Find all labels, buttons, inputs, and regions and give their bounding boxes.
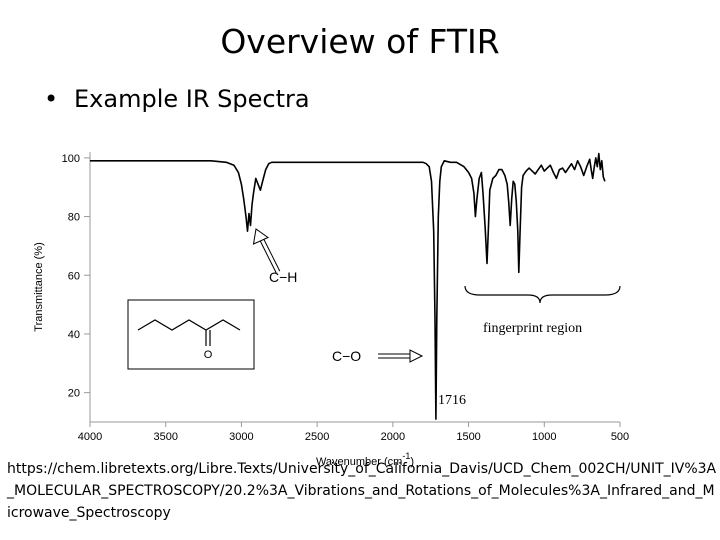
x-tick-label: 2000 (381, 431, 405, 443)
x-tick-label: 500 (611, 431, 629, 443)
x-axis-label-main: Wavenumber (cm (316, 456, 402, 468)
x-axis-label-suffix: ) (410, 456, 414, 468)
y-tick-label: 100 (62, 153, 80, 165)
molecule-skeleton (137, 319, 241, 331)
y-tick-label: 40 (68, 329, 80, 341)
x-axis-label: Wavenumber (cm-1) (316, 451, 414, 468)
slide-title: Overview of FTIR (220, 22, 500, 61)
ir-spectrum-chart: 100 80 60 40 20 4000 3500 3000 2500 2000 1500 1000… (33, 152, 629, 468)
x-axis-label-superscript: -1 (402, 451, 410, 461)
bullet-text: Example IR Spectra (74, 85, 310, 113)
y-tick-label: 60 (68, 270, 80, 282)
fingerprint-label: fingerprint region (483, 321, 582, 336)
fingerprint-brace (464, 285, 621, 304)
y-tick-label: 80 (68, 212, 80, 224)
bullet-item: • Example IR Spectra (44, 85, 310, 114)
source-url: https://chem.libretexts.org/Libre.Texts/… (7, 461, 717, 521)
x-tick-label: 1000 (532, 431, 556, 443)
bullet-dot: • (44, 85, 59, 113)
ch-label: C−H (269, 269, 297, 285)
spectrum-line (90, 152, 606, 420)
oxygen-atom-label: O (204, 349, 213, 361)
y-axis-ticks: 100 80 60 40 20 (62, 153, 90, 400)
ch-arrow (252, 228, 281, 274)
y-tick-label: 20 (68, 388, 80, 400)
x-tick-label: 1500 (456, 431, 480, 443)
molecule-inset: O (127, 299, 255, 370)
y-axis-label: Transmittance (%) (33, 242, 45, 331)
x-tick-label: 2500 (305, 431, 329, 443)
x-tick-label: 3500 (153, 431, 177, 443)
co-label: C−O (332, 348, 361, 364)
x-tick-label: 4000 (78, 431, 102, 443)
x-tick-label: 3000 (229, 431, 253, 443)
co-arrow (378, 349, 424, 363)
peak-label-1716: 1716 (438, 393, 466, 408)
x-axis-ticks: 4000 3500 3000 2500 2000 1500 1000 500 (78, 422, 629, 443)
